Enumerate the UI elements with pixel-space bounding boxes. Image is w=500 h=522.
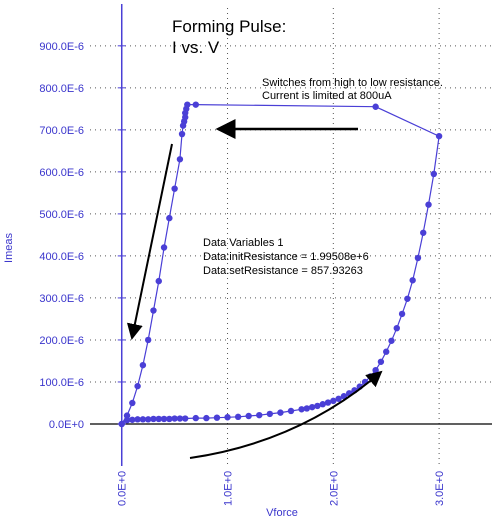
data-point <box>129 416 136 423</box>
data-point <box>160 415 168 423</box>
arrow-down <box>126 143 173 340</box>
y-tick-label: 100.0E-6 <box>39 377 84 389</box>
y-tick-label: 500.0E-6 <box>39 209 84 221</box>
data-point <box>245 412 252 420</box>
y-tick-label: 0.0E+0 <box>49 419 84 431</box>
data-point <box>176 415 184 422</box>
data-variables-note-line-3: Data:setResistance = 857.93263 <box>203 265 363 277</box>
chart-title-line-2: I vs. V <box>172 38 220 57</box>
data-point <box>398 310 406 318</box>
data-point <box>377 358 385 365</box>
y-tick-label: 400.0E-6 <box>39 251 84 263</box>
data-point <box>134 382 141 390</box>
y-tick-label: 200.0E-6 <box>39 335 84 347</box>
y-tick-label: 300.0E-6 <box>39 293 84 305</box>
data-point <box>178 130 186 138</box>
data-point <box>134 416 141 423</box>
data-point <box>435 132 443 140</box>
data-point <box>430 170 438 178</box>
y-tick-label: 600.0E-6 <box>39 167 84 179</box>
data-point <box>425 201 432 208</box>
data-point <box>388 337 395 344</box>
data-point <box>171 415 178 422</box>
x-tick-label: 1.0E+0 <box>223 471 235 506</box>
data-point <box>139 361 147 369</box>
data-point <box>383 348 390 355</box>
data-point <box>160 244 168 251</box>
data-point <box>340 393 348 400</box>
data-point <box>176 156 184 163</box>
data-point <box>192 101 199 108</box>
x-tick-labels: 0.0E+0 1.0E+0 2.0E+0 3.0E+0 <box>117 471 446 506</box>
data-point <box>335 395 342 402</box>
data-point <box>298 406 305 413</box>
data-point <box>303 405 311 412</box>
x-axis-label: Vforce <box>266 507 298 519</box>
arrow-up-curve <box>189 370 383 459</box>
data-point <box>420 229 427 236</box>
data-point <box>203 414 210 422</box>
data-point <box>277 409 284 416</box>
data-point <box>234 413 242 421</box>
y-tick-label: 900.0E-6 <box>39 41 84 53</box>
data-point <box>144 416 152 423</box>
data-point <box>192 414 199 422</box>
data-point <box>308 403 316 411</box>
x-tick-label: 2.0E+0 <box>328 471 340 506</box>
x-tick-label: 0.0E+0 <box>117 471 129 506</box>
data-point <box>155 277 162 285</box>
data-point <box>150 307 157 314</box>
data-variables-note-line-2: Data:initResistance = 1.99508e+6 <box>203 251 369 263</box>
data-point <box>414 254 422 262</box>
data-point <box>179 122 187 129</box>
data-point <box>139 416 147 423</box>
data-point <box>166 415 173 423</box>
x-tick-label: 3.0E+0 <box>434 471 446 506</box>
data-point <box>171 185 178 192</box>
data-point <box>314 402 321 410</box>
data-point <box>213 414 221 421</box>
data-point <box>144 336 152 344</box>
data-point <box>123 412 131 419</box>
axes <box>90 4 492 466</box>
data-point <box>330 397 337 405</box>
resistance-switch-note-line-1: Switches from high to low resistance. <box>262 77 443 89</box>
data-point <box>256 411 263 419</box>
data-point <box>155 415 162 423</box>
data-point <box>372 103 379 110</box>
chart-title-line-1: Forming Pulse: <box>172 17 286 36</box>
data-point <box>287 407 295 415</box>
data-point <box>324 399 332 406</box>
data-variables-note-line-1: Data Variables 1 <box>203 237 284 249</box>
data-point <box>266 410 274 418</box>
y-tick-labels: 0.0E+0 100.0E-6 200.0E-6 300.0E-6 400.0E-6 50… <box>39 41 84 431</box>
data-point <box>129 399 136 407</box>
y-tick-label: 800.0E-6 <box>39 83 84 95</box>
y-axis-label: Imeas <box>3 233 15 263</box>
data-point <box>404 295 411 302</box>
data-point <box>182 415 189 422</box>
data-point <box>118 420 125 428</box>
data-point <box>372 366 379 374</box>
data-point <box>393 324 400 332</box>
data-point <box>166 214 173 222</box>
data-point <box>150 415 157 423</box>
data-point <box>319 401 326 408</box>
resistance-switch-note-line-2: Current is limited at 800uA <box>262 90 392 102</box>
y-tick-label: 700.0E-6 <box>39 125 84 137</box>
data-point <box>224 414 231 421</box>
data-point <box>409 277 416 284</box>
data-point <box>123 417 131 424</box>
